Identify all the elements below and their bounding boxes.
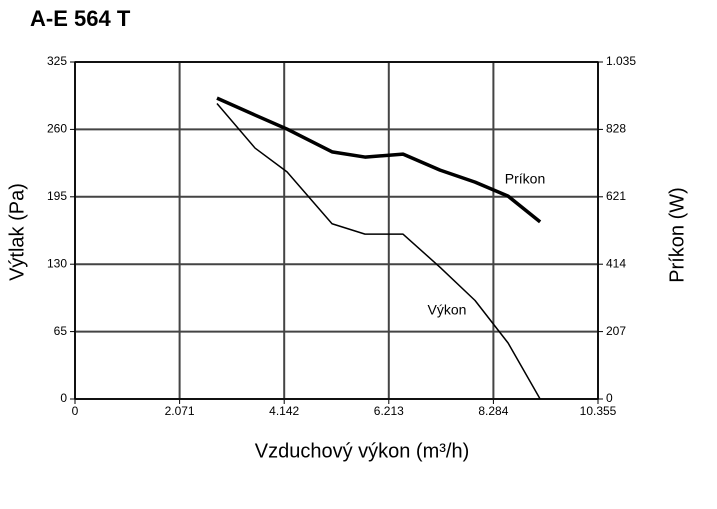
x-tick-label: 8.284 [478,404,508,418]
chart-title: A-E 564 T [30,6,131,31]
y2-tick-label: 207 [606,324,626,338]
plot-frame [74,61,599,400]
series-label: Výkon [428,302,467,318]
y-axis-label: Výtlak (Pa) [6,183,28,281]
y-tick-label: 130 [47,256,67,270]
y-tick-label: 0 [60,391,67,405]
y-tick-label: 195 [47,189,67,203]
x-tick-label: 6.213 [374,404,404,418]
y2-tick-label: 1.035 [606,54,636,68]
series-line [216,96,542,224]
y2-tick-label: 828 [606,122,626,136]
x-axis-label: Vzduchový výkon (m³/h) [255,440,470,462]
series-line [216,102,541,400]
y-tick-label: 260 [47,122,67,136]
y2-tick-label: 0 [606,391,613,405]
y2-axis-label: Príkon (W) [666,187,688,283]
y2-tick-label: 414 [606,256,626,270]
x-tick-label: 4.142 [269,404,299,418]
y-tick-label: 325 [47,54,67,68]
series-label: Príkon [505,171,545,187]
y2-tick-label: 621 [606,189,626,203]
x-tick-label: 10.355 [580,404,617,418]
y-tick-label: 65 [54,324,68,338]
x-tick-label: 0 [72,404,79,418]
x-tick-label: 2.071 [165,404,195,418]
